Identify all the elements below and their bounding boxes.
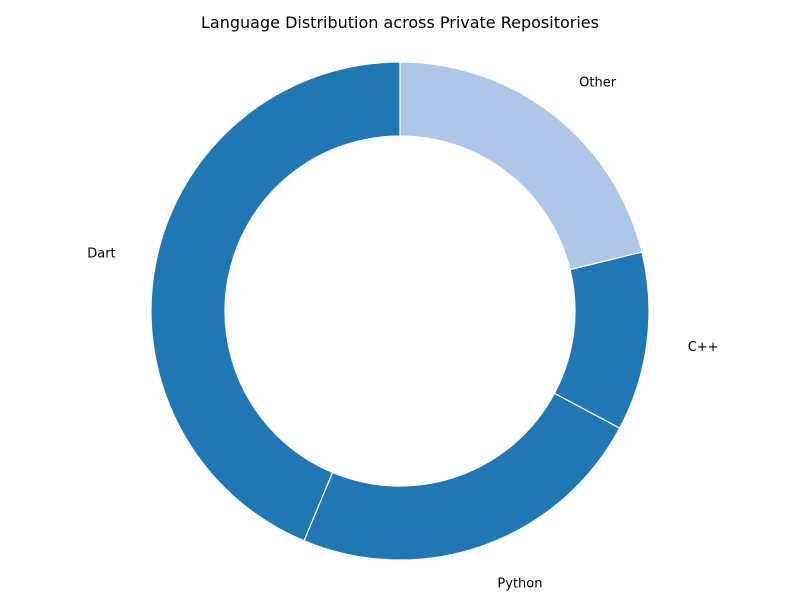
label-python: Python (497, 577, 542, 592)
slice-labels: Other C++ Python Dart (87, 75, 718, 591)
label-dart: Dart (87, 246, 115, 261)
chart-title: Language Distribution across Private Rep… (201, 13, 599, 32)
slice-python (303, 392, 621, 561)
slice-dart (150, 61, 401, 542)
label-c-: C++ (688, 340, 719, 355)
label-other: Other (579, 75, 617, 90)
slice-other (399, 61, 643, 271)
donut-slices (150, 61, 650, 561)
